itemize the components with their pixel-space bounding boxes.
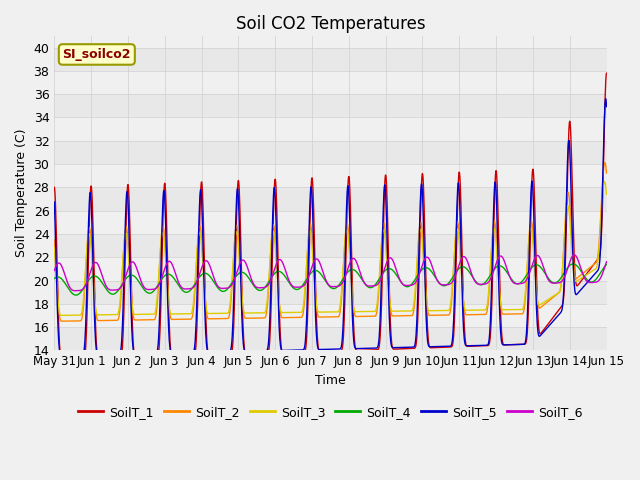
SoilT_1	[116, 357, 124, 362]
Bar	[54, 304, 607, 327]
Bar	[54, 118, 607, 141]
SoilT_1	[285, 350, 292, 356]
SoilT_5	[365, 346, 372, 351]
SoilT_2	[285, 315, 292, 321]
Bar	[54, 327, 607, 350]
SoilT_2	[51, 237, 58, 243]
SoilT_4	[51, 276, 58, 281]
Bar	[54, 141, 607, 164]
Legend: SoilT_1, SoilT_2, SoilT_3, SoilT_4, SoilT_5, SoilT_6: SoilT_1, SoilT_2, SoilT_3, SoilT_4, Soil…	[73, 401, 588, 424]
SoilT_5	[58, 353, 66, 359]
Line: SoilT_5: SoilT_5	[54, 99, 607, 356]
SoilT_4	[365, 285, 372, 290]
SoilT_6	[93, 261, 101, 266]
SoilT_3	[296, 310, 304, 315]
Bar	[54, 71, 607, 94]
SoilT_4	[285, 279, 292, 285]
Line: SoilT_3: SoilT_3	[54, 182, 607, 315]
Bar	[54, 48, 607, 71]
Line: SoilT_2: SoilT_2	[54, 163, 607, 321]
SoilT_5	[285, 348, 292, 353]
SoilT_6	[365, 283, 372, 289]
Bar	[54, 280, 607, 304]
SoilT_1	[59, 359, 67, 365]
SoilT_2	[93, 317, 101, 323]
SoilT_6	[72, 288, 79, 294]
SoilT_4	[93, 274, 101, 280]
SoilT_4	[569, 261, 577, 267]
SoilT_2	[601, 160, 609, 166]
SoilT_4	[296, 285, 304, 291]
SoilT_3	[307, 228, 314, 234]
SoilT_3	[93, 312, 101, 318]
SoilT_6	[285, 277, 292, 283]
Line: SoilT_6: SoilT_6	[54, 255, 607, 291]
Line: SoilT_1: SoilT_1	[54, 73, 607, 362]
SoilT_5	[603, 104, 611, 109]
SoilT_1	[307, 207, 314, 213]
SoilT_4	[603, 262, 611, 267]
SoilT_6	[116, 286, 124, 291]
Line: SoilT_4: SoilT_4	[54, 264, 607, 295]
SoilT_3	[603, 192, 611, 197]
SoilT_6	[603, 259, 611, 264]
Bar	[54, 94, 607, 118]
SoilT_1	[365, 347, 372, 353]
SoilT_5	[93, 351, 101, 357]
SoilT_4	[116, 285, 124, 291]
SoilT_3	[365, 309, 372, 314]
SoilT_1	[51, 184, 58, 190]
Bar	[54, 164, 607, 187]
SoilT_3	[285, 310, 292, 315]
Bar	[54, 211, 607, 234]
X-axis label: Time: Time	[315, 374, 346, 387]
SoilT_6	[51, 268, 58, 274]
SoilT_1	[296, 350, 304, 356]
SoilT_1	[93, 353, 101, 359]
Y-axis label: Soil Temperature (C): Soil Temperature (C)	[15, 129, 28, 257]
SoilT_2	[603, 170, 611, 176]
SoilT_2	[365, 313, 372, 319]
SoilT_6	[570, 252, 578, 258]
Bar	[54, 257, 607, 280]
Title: Soil CO2 Temperatures: Soil CO2 Temperatures	[236, 15, 425, 33]
SoilT_3	[116, 300, 124, 306]
SoilT_3	[51, 245, 58, 251]
SoilT_5	[307, 191, 314, 197]
Text: SI_soilco2: SI_soilco2	[63, 48, 131, 61]
SoilT_3	[58, 312, 65, 318]
SoilT_2	[58, 318, 65, 324]
Bar	[54, 187, 607, 211]
SoilT_5	[116, 351, 124, 357]
SoilT_2	[116, 307, 124, 313]
SoilT_5	[296, 347, 304, 353]
SoilT_5	[51, 199, 58, 205]
SoilT_6	[307, 269, 314, 275]
SoilT_1	[603, 71, 611, 76]
SoilT_2	[296, 314, 304, 320]
SoilT_5	[602, 96, 610, 102]
Bar	[54, 234, 607, 257]
SoilT_4	[307, 271, 314, 276]
SoilT_3	[601, 179, 609, 185]
SoilT_2	[307, 221, 314, 227]
SoilT_4	[72, 292, 80, 298]
SoilT_6	[296, 284, 304, 290]
